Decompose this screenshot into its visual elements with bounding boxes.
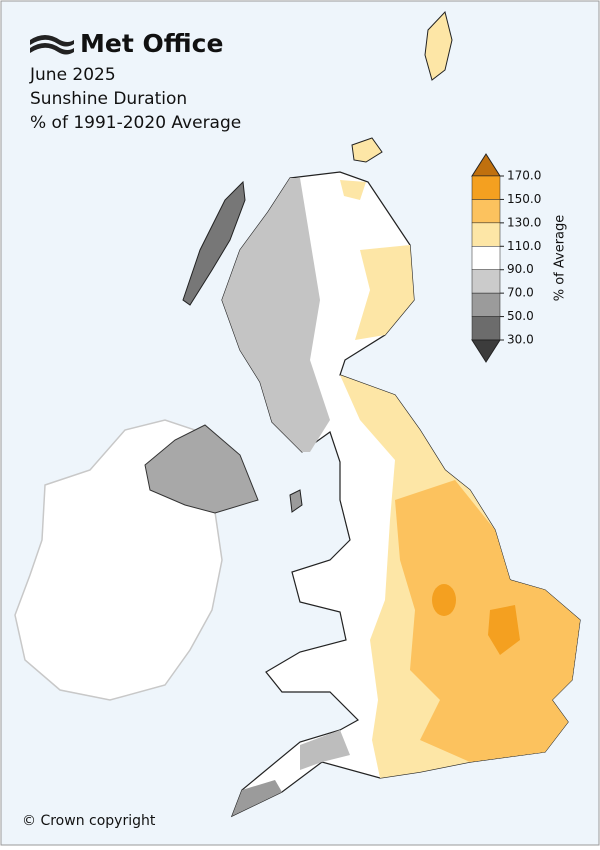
colorbar-band [471,316,501,341]
northern-ireland [144,424,259,514]
colorbar-tick-label: 130.0 [507,215,541,229]
logo-text: Met Office [80,29,223,58]
title-line: Sunshine Duration [30,89,187,109]
colorbar-band [471,199,501,224]
colorbar-band [471,175,501,200]
colorbar-band [471,269,501,294]
west-scotland-grey [222,178,330,452]
colorbar-extend-bottom [471,339,501,363]
colorbar-band [471,222,501,247]
north-scotland [340,180,366,200]
colorbar-tick-label: 170.0 [507,169,541,183]
east-scotland [355,245,414,340]
colorbar-band [471,246,501,270]
colorbar-tick-label: 150.0 [507,192,541,206]
hotspot [488,605,520,655]
colorbar-label: % of Average [553,215,568,302]
title-line: June 2025 [29,65,116,85]
colorbar-tick-label: 110.0 [507,239,541,253]
cornwall-grey [232,780,282,816]
outer-hebrides [182,180,246,306]
england-midlands-east [395,480,580,762]
colorbar-tick-label: 30.0 [507,333,534,347]
hotspot [432,584,456,616]
colorbar-tick-label: 90.0 [507,262,534,276]
colorbar-band [471,292,501,317]
shetland [424,10,453,81]
colorbar-tick-label: 50.0 [507,309,534,323]
isle-of-man [289,489,303,513]
colorbar-tick-label: 70.0 [507,286,534,300]
logo-waves [30,35,74,55]
devon-grey [300,730,350,770]
title-line: % of 1991-2020 Average [30,113,241,133]
copyright: © Crown copyright [22,813,156,829]
orkney [351,137,383,163]
